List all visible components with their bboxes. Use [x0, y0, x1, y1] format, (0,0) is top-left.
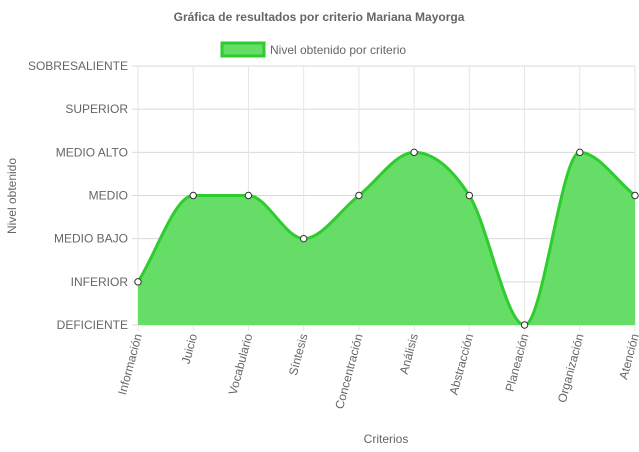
x-tick-label: Organización: [555, 332, 587, 404]
data-point[interactable]: [410, 148, 418, 157]
data-point[interactable]: [465, 191, 474, 200]
x-tick-label: Abstracción: [446, 332, 476, 396]
data-point[interactable]: [520, 321, 529, 329]
x-tick-label: Síntesis: [286, 332, 311, 377]
x-axis: Información Juicio Vocabulario Síntesis Conc…: [115, 332, 639, 411]
y-axis-label: Nivel obtenido: [5, 158, 19, 234]
y-tick-label: MEDIO BAJO: [54, 232, 128, 246]
series-area: [138, 152, 635, 325]
data-point[interactable]: [631, 191, 639, 200]
data-point[interactable]: [576, 148, 584, 157]
series-points: [134, 148, 639, 329]
y-tick-label: SUPERIOR: [65, 102, 128, 116]
y-tick-label: MEDIO: [89, 189, 128, 203]
y-tick-label: MEDIO ALTO: [56, 145, 128, 159]
x-tick-label: Concentración: [332, 332, 366, 410]
data-point[interactable]: [244, 191, 253, 200]
x-axis-label: Criterios: [364, 432, 409, 446]
y-tick-label: DEFICIENTE: [57, 318, 128, 332]
data-point[interactable]: [355, 191, 363, 200]
y-tick-label: INFERIOR: [71, 275, 129, 289]
y-axis: DEFICIENTE INFERIOR MEDIO BAJO MEDIO MEDIO A…: [28, 59, 138, 332]
x-tick-label: Información: [115, 332, 145, 396]
x-tick-label: Juicio: [179, 332, 201, 366]
x-tick-label: Atención: [616, 332, 639, 381]
data-point[interactable]: [134, 278, 142, 286]
y-tick-label: SOBRESALIENTE: [28, 59, 128, 73]
x-tick-label: Análisis: [397, 332, 421, 376]
legend[interactable]: Nivel obtenido por criterio: [220, 41, 406, 58]
data-point[interactable]: [299, 234, 308, 243]
data-point[interactable]: [189, 191, 197, 200]
x-tick-label: Planeación: [503, 332, 532, 393]
legend-swatch: [220, 41, 266, 58]
chart-title: Gráfica de resultados por criterio Maria…: [174, 10, 465, 24]
x-tick-label: Vocabulario: [226, 332, 256, 397]
legend-label: Nivel obtenido por criterio: [270, 43, 406, 57]
